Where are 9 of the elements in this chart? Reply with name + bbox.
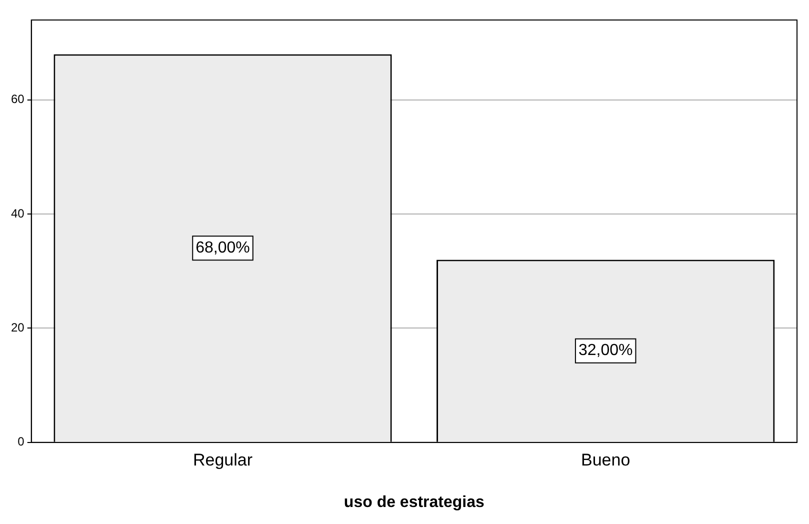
y-tick-label: 40 bbox=[10, 206, 25, 220]
data-label: 68,00% bbox=[196, 239, 250, 256]
x-axis-title: uso de estrategias bbox=[344, 494, 485, 511]
x-tick-label: Regular bbox=[192, 450, 253, 470]
data-label: 32,00% bbox=[578, 342, 633, 360]
y-tick-label: 0 bbox=[18, 434, 25, 449]
y-tick-label: 20 bbox=[10, 320, 25, 335]
y-tick-label: 60 bbox=[10, 92, 25, 106]
x-tick-label: Bueno bbox=[581, 450, 630, 470]
